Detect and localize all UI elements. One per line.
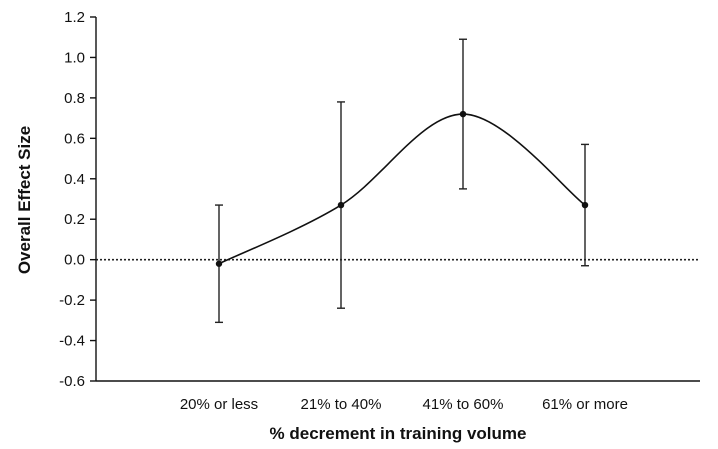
error-bars [215,38,589,324]
x-tick-label: 20% or less [180,396,258,413]
y-tick-label: 0.2 [64,211,85,228]
data-point [337,201,345,209]
x-tick-label: 21% to 40% [301,396,382,413]
y-tick-label: 0.4 [64,171,85,188]
x-tick-label: 61% or more [542,396,628,413]
x-axis-category-labels: 20% or less 21% to 40% 41% to 60% 61% or mo… [180,396,628,413]
x-tick-label: 41% to 60% [423,396,504,413]
y-tick-label: 1.2 [64,9,85,26]
data-point [581,201,589,209]
data-point [459,110,467,118]
series-line [218,113,586,265]
y-tick-label: 1.0 [64,49,85,66]
data-points [215,110,589,267]
y-tick-label: -0.6 [59,373,85,390]
y-tick-label: 0.6 [64,130,85,147]
data-point [215,260,223,267]
y-tick-label: -0.2 [59,292,85,309]
x-axis-title: % decrement in training volume [270,424,527,443]
y-tick-label: 0.0 [64,252,85,269]
y-axis-title: Overall Effect Size [15,126,34,274]
y-axis-ticks: -0.6 -0.4 -0.2 0.0 0.2 0.4 0.6 0.8 1.0 1.2 [59,9,96,390]
y-tick-label: 0.8 [64,90,85,107]
y-tick-label: -0.4 [59,333,85,350]
